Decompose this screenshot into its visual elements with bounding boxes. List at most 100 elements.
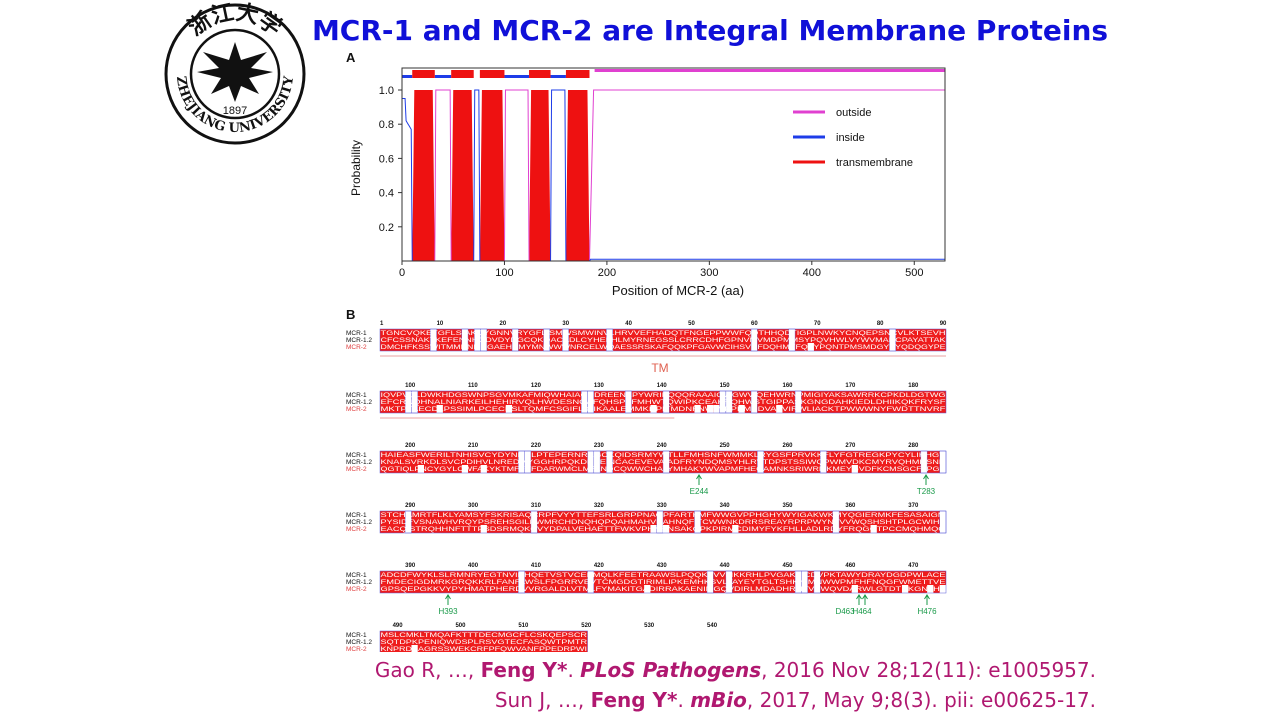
slide-title: MCR-1 and MCR-2 are Integral Membrane Pr… <box>311 14 1109 47</box>
reference-1[interactable]: Gao R, …, Feng Y*. PLoS Pathogens, 2016 … <box>374 658 1096 682</box>
position-tick: 460 <box>845 563 856 569</box>
sequence-residues: CFCSSNAKTKEFENNHQDVDYDGCQKQACADLCYHEFHLM… <box>381 337 947 344</box>
position-tick: 310 <box>531 503 542 509</box>
sequence-name: MCR-1 <box>346 330 367 337</box>
topology-chart: 0 100 200 300 400 500 0.2 0.4 0.6 0.8 1.0 outside i… <box>349 67 946 298</box>
position-tick: 80 <box>877 321 884 327</box>
tm-area-3 <box>479 90 505 261</box>
sequence-name: MCR-1 <box>346 572 367 579</box>
legend-label-inside: inside <box>836 132 865 144</box>
position-tick: 440 <box>720 563 731 569</box>
x-tick-label: 100 <box>495 267 513 279</box>
annotation-label: D463 <box>835 607 855 616</box>
tm-area-2 <box>451 90 474 261</box>
position-tick: 150 <box>720 383 731 389</box>
topology-tm-3 <box>479 70 505 78</box>
position-tick: 50 <box>688 321 695 327</box>
position-tick: 320 <box>594 503 605 509</box>
position-tick: 170 <box>845 383 856 389</box>
sequence-name: MCR-1.2 <box>346 579 372 586</box>
alignment-block-2: 100110120130140150160170180190MCR-1MCR-1… <box>346 383 947 419</box>
topology-outside-1 <box>594 69 945 72</box>
position-tick: 520 <box>581 623 592 629</box>
sequence-residues: ADCDFWYKLSLRMNRYEGTNVINHQETVSTVCEPMQLKFE… <box>381 572 947 579</box>
topology-inside-1 <box>402 75 413 78</box>
alignment-block-3: 200 210 220 230 240 250 260 270 280 MCR-1MCR-1.2M… <box>346 443 947 474</box>
alignment-block-4: 290300310320330340350360370380MCR-1MCR-1… <box>346 503 947 534</box>
annotation-label: H393 <box>438 607 458 616</box>
panel-a-label: A <box>346 50 356 65</box>
conserved-band <box>380 329 946 351</box>
residue-annotation-H464: H464 <box>852 594 872 616</box>
position-tick: 40 <box>625 321 632 327</box>
y-axis-label: Probability <box>349 140 363 196</box>
position-tick: 90 <box>940 321 947 327</box>
position-tick: 110 <box>468 383 478 389</box>
sequence-residues: QGTIQLPNCYGYLCWFAKYKTMFFVFDARWMCLMFLNDCQ… <box>381 466 947 473</box>
sequence-name: MCR-1 <box>346 512 367 519</box>
annotation-label: E244 <box>690 487 709 496</box>
position-tick: 350 <box>782 503 793 509</box>
sequence-name: MCR-1 <box>346 452 367 459</box>
position-tick: 370 <box>908 503 919 509</box>
topology-inside-4 <box>550 75 566 78</box>
position-tick: 390 <box>405 563 416 569</box>
position-tick: 240 <box>657 443 668 449</box>
alignment-block-5: 390400410420430440450460470480MCR-1MCR-1… <box>346 563 947 594</box>
position-tick: 120 <box>531 383 542 389</box>
position-tick: 100 <box>405 383 416 389</box>
residue-annotation-E244: E244 <box>690 474 709 496</box>
position-tick: 1 <box>380 321 384 327</box>
position-tick: 210 <box>468 443 479 449</box>
annotation-label: H476 <box>917 607 937 616</box>
reference-2[interactable]: Sun J, …, Feng Y*. mBio, 2017, May 9;8(3… <box>494 688 1096 712</box>
sequence-name: MCR-2 <box>346 646 367 652</box>
eagle-icon <box>197 42 273 102</box>
residue-annotation-T283: T283 <box>917 474 936 496</box>
residue-annotation-H393: H393 <box>438 594 458 616</box>
position-tick: 230 <box>594 443 605 449</box>
sequence-name: MCR-1.2 <box>346 459 372 466</box>
position-tick: 430 <box>657 563 668 569</box>
panel-b-label: B <box>346 307 356 322</box>
legend-label-transmembrane: transmembrane <box>836 157 913 169</box>
position-tick: 450 <box>782 563 793 569</box>
position-tick: 420 <box>594 563 605 569</box>
sequence-name: MCR-2 <box>346 586 367 593</box>
y-tick-label: 0.4 <box>379 188 394 200</box>
position-tick: 180 <box>908 383 919 389</box>
position-tick: 470 <box>908 563 919 569</box>
y-tick-label: 0.2 <box>379 222 394 234</box>
sequence-name: MCR-2 <box>346 344 367 351</box>
position-tick: 500 <box>455 623 466 629</box>
x-tick-label: 0 <box>399 267 405 279</box>
position-tick: 360 <box>845 503 856 509</box>
sequence-name: MCR-1.2 <box>346 639 372 646</box>
tm-label: TM <box>651 361 668 375</box>
position-tick: 280 <box>908 443 919 449</box>
x-tick-label: 400 <box>803 267 821 279</box>
position-tick: 10 <box>437 321 444 327</box>
position-tick: 160 <box>782 383 793 389</box>
zhejiang-university-logo: 浙江大学 ZHEJIANG UNIVERSITY 1897 <box>164 2 306 145</box>
position-tick: 260 <box>782 443 793 449</box>
residue-annotation-H476: H476 <box>917 594 937 616</box>
position-tick: 220 <box>531 443 542 449</box>
y-tick-label: 0.8 <box>379 119 394 131</box>
sequence-residues: MKTPTAECDLPSSIMLPCECESLTQMFCSGIFLIQIKAAL… <box>381 406 946 413</box>
sequence-residues: EFCRNQHNALNIARKEILHEHIRVQLHWDESNQAFQHSPT… <box>381 399 946 406</box>
position-tick: 270 <box>845 443 856 449</box>
sequence-name: MCR-1 <box>346 392 367 399</box>
sequence-alignment: 1 10 20 30 40 50 60 70 80 90MCR-1MCR-1.2MCR-2TGNC… <box>346 321 947 652</box>
x-tick-label: 300 <box>700 267 718 279</box>
logo-year: 1897 <box>223 105 247 117</box>
tm-area-4 <box>529 90 551 261</box>
sequence-residues: HAIEASFWERILTNHISVCYDYNRRLPTEPERNRKGCKQI… <box>381 452 947 459</box>
sequence-residues: PYSIDFVSNAWHVRQYPSREHSGILPWMRCHDNQHQPQAH… <box>381 519 947 526</box>
position-tick: 340 <box>720 503 731 509</box>
position-tick: 70 <box>814 321 821 327</box>
x-tick-label: 200 <box>598 267 616 279</box>
sequence-residues: DMCHFKSSWITMMDNMCGAEHHMYMNWWWNRCELWQAESS… <box>381 344 947 351</box>
sequence-name: MCR-1 <box>346 632 367 639</box>
